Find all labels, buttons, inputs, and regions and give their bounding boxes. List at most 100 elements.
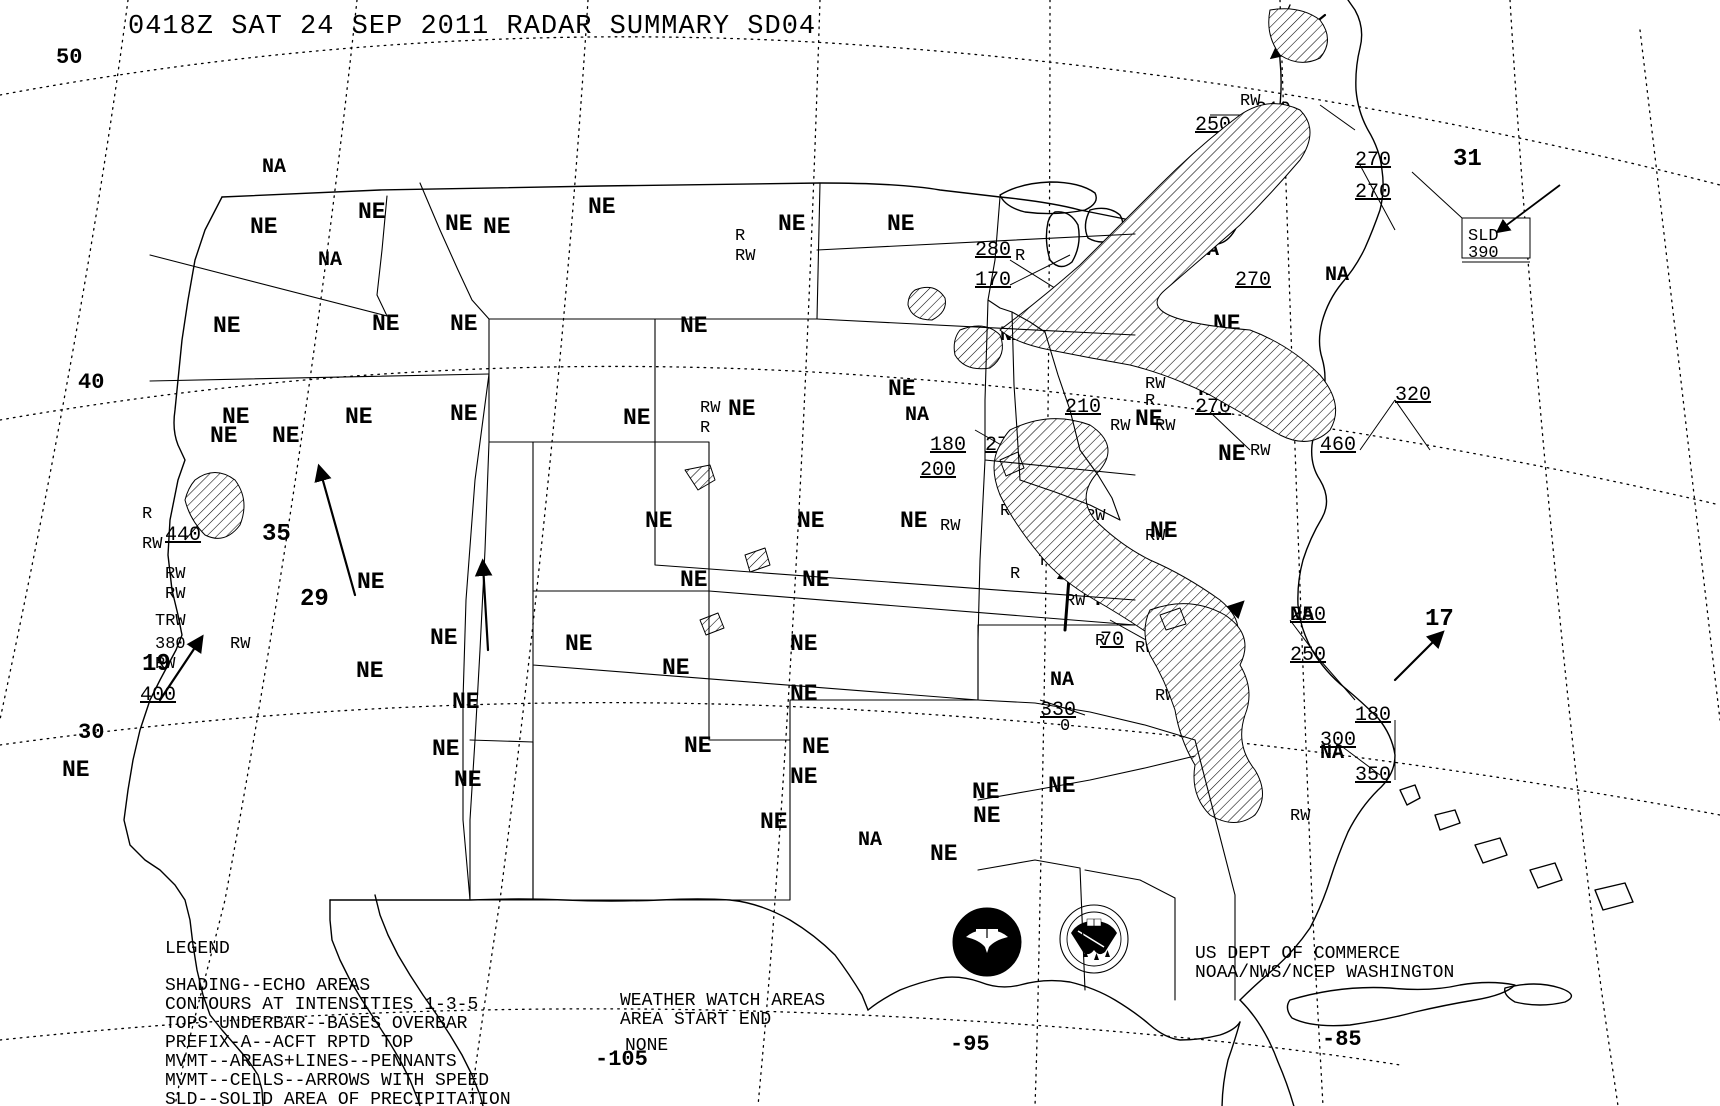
svg-text:NE: NE	[684, 733, 712, 759]
svg-text:17: 17	[1425, 606, 1454, 633]
svg-text:NE: NE	[213, 313, 241, 339]
svg-text:350: 350	[1355, 764, 1391, 787]
svg-text:-95: -95	[950, 1032, 990, 1057]
svg-text:320: 320	[1395, 384, 1431, 407]
svg-text:RW: RW	[1290, 807, 1311, 826]
svg-text:NE: NE	[888, 376, 916, 402]
svg-text:280: 280	[975, 239, 1011, 262]
svg-text:NE: NE	[358, 199, 386, 225]
svg-text:NE: NE	[452, 689, 480, 715]
svg-text:R: R	[735, 227, 745, 246]
svg-text:NE: NE	[450, 401, 478, 427]
svg-text:RW: RW	[940, 517, 961, 536]
svg-text:-85: -85	[1322, 1027, 1362, 1052]
svg-text:NE: NE	[345, 404, 373, 430]
svg-text:NE: NE	[973, 803, 1001, 829]
svg-text:NE: NE	[357, 569, 385, 595]
svg-text:NE: NE	[565, 631, 593, 657]
svg-text:300: 300	[1320, 729, 1356, 752]
svg-text:NE: NE	[432, 736, 460, 762]
svg-text:NE: NE	[62, 757, 90, 783]
svg-text:31: 31	[1453, 146, 1482, 173]
svg-text:NA: NA	[1325, 264, 1349, 287]
svg-text:NE: NE	[972, 779, 1000, 805]
svg-text:NE: NE	[778, 211, 806, 237]
svg-text:RW: RW	[700, 399, 721, 418]
svg-text:TRW: TRW	[155, 612, 186, 631]
svg-text:NA: NA	[905, 404, 929, 427]
svg-text:0418Z SAT 24 SEP 2011 RADAR SU: 0418Z SAT 24 SEP 2011 RADAR SUMMARY SD04	[128, 12, 816, 42]
svg-text:CONTOURS AT INTENSITIES 1-3-5: CONTOURS AT INTENSITIES 1-3-5	[165, 995, 478, 1015]
svg-text:TOPS UNDERBAR--BASES OVERBAR: TOPS UNDERBAR--BASES OVERBAR	[165, 1014, 468, 1034]
svg-text:RW: RW	[1145, 527, 1166, 546]
svg-text:RW: RW	[1155, 417, 1176, 436]
svg-text:390: 390	[1468, 244, 1499, 263]
svg-text:30: 30	[78, 720, 104, 745]
svg-text:380: 380	[155, 635, 186, 654]
svg-text:NE: NE	[802, 734, 830, 760]
svg-text:NA: NA	[262, 156, 286, 179]
svg-text:180: 180	[930, 434, 966, 457]
svg-text:NA: NA	[318, 249, 342, 272]
svg-text:NE: NE	[887, 211, 915, 237]
svg-text:MVMT--CELLS--ARROWS WITH SPEED: MVMT--CELLS--ARROWS WITH SPEED	[165, 1071, 489, 1091]
svg-text:NE: NE	[790, 681, 818, 707]
svg-text:NE: NE	[680, 567, 708, 593]
svg-text:NE: NE	[445, 211, 473, 237]
svg-text:RW: RW	[230, 635, 251, 654]
svg-text:200: 200	[920, 459, 956, 482]
svg-text:NE: NE	[430, 625, 458, 651]
svg-text:NE: NE	[797, 508, 825, 534]
svg-text:NE: NE	[454, 767, 482, 793]
svg-text:WEATHER WATCH AREAS: WEATHER WATCH AREAS	[620, 991, 825, 1011]
svg-text:NE: NE	[356, 658, 384, 684]
svg-text:R: R	[700, 419, 710, 438]
svg-text:RW: RW	[735, 247, 756, 266]
svg-text:MVMT--AREAS+LINES--PENNANTS: MVMT--AREAS+LINES--PENNANTS	[165, 1052, 457, 1072]
svg-text:NE: NE	[645, 508, 673, 534]
svg-text:SLD--SOLID AREA OF PRECIPITATI: SLD--SOLID AREA OF PRECIPITATION	[165, 1090, 511, 1106]
svg-text:270: 270	[1355, 181, 1391, 204]
svg-text:NE: NE	[760, 809, 788, 835]
svg-text:NE: NE	[272, 423, 300, 449]
svg-text:RW: RW	[1110, 417, 1131, 436]
svg-text:AREA START END: AREA START END	[620, 1010, 771, 1030]
svg-text:PREFIX-A--ACFT RPTD TOP: PREFIX-A--ACFT RPTD TOP	[165, 1033, 413, 1053]
svg-text:29: 29	[300, 586, 329, 613]
svg-text:NE: NE	[623, 405, 651, 431]
svg-text:40: 40	[78, 370, 104, 395]
svg-text:NE: NE	[1218, 441, 1246, 467]
svg-text:330: 330	[1040, 699, 1076, 722]
svg-text:NE: NE	[1048, 773, 1076, 799]
svg-text:180: 180	[1355, 704, 1391, 727]
svg-text:250: 250	[1290, 644, 1326, 667]
svg-text:210: 210	[1065, 396, 1101, 419]
svg-text:NOAA/NWS/NCEP WASHINGTON: NOAA/NWS/NCEP WASHINGTON	[1195, 963, 1454, 983]
svg-text:270: 270	[1355, 149, 1391, 172]
svg-text:NE: NE	[250, 214, 278, 240]
svg-text:NE: NE	[790, 764, 818, 790]
svg-text:R: R	[1145, 392, 1155, 411]
svg-text:NA: NA	[1050, 669, 1074, 692]
svg-text:NONE: NONE	[625, 1036, 668, 1056]
svg-text:R: R	[1010, 565, 1020, 584]
svg-text:440: 440	[165, 524, 201, 547]
svg-text:250: 250	[1290, 604, 1326, 627]
svg-text:RW: RW	[165, 565, 186, 584]
svg-text:NE: NE	[210, 423, 238, 449]
svg-text:NE: NE	[930, 841, 958, 867]
svg-text:NE: NE	[588, 194, 616, 220]
svg-text:NE: NE	[802, 567, 830, 593]
svg-text:US DEPT OF COMMERCE: US DEPT OF COMMERCE	[1195, 944, 1400, 964]
svg-text:NE: NE	[483, 214, 511, 240]
svg-text:460: 460	[1320, 434, 1356, 457]
svg-text:NE: NE	[450, 311, 478, 337]
svg-text:R: R	[1015, 247, 1025, 266]
svg-text:LEGEND: LEGEND	[165, 939, 230, 959]
svg-text:RW: RW	[1250, 442, 1271, 461]
svg-text:SHADING--ECHO AREAS: SHADING--ECHO AREAS	[165, 976, 370, 996]
svg-text:NE: NE	[790, 631, 818, 657]
svg-text:270: 270	[1235, 269, 1271, 292]
svg-text:NA: NA	[858, 829, 882, 852]
svg-text:RW: RW	[142, 535, 163, 554]
